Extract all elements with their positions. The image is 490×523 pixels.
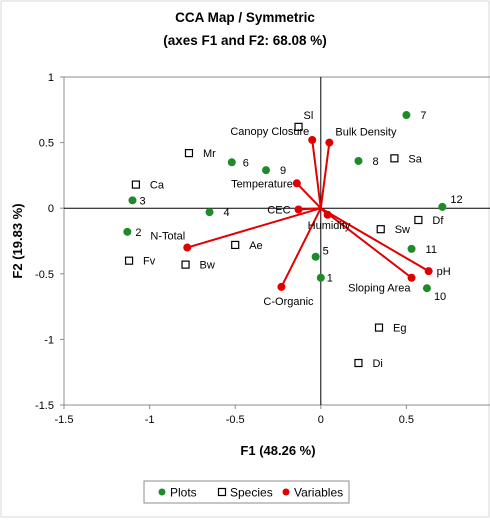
x-tick-label: -1 [145,414,155,426]
species-point-label: Df [432,215,444,227]
plots-point-label: 9 [280,165,286,177]
x-tick-label: -0.5 [226,414,245,426]
variables-point-label: Temperature [231,178,293,190]
species-point [124,256,134,265]
variables-point-label: C-Organic [263,296,314,308]
y-axis-title: F2 (19.83 %) [10,203,25,278]
species-point-label: Fv [143,256,156,268]
species-point [376,225,385,234]
legend: Plots Species Variables [143,480,350,504]
plots-point-label: 10 [434,291,446,303]
variables-point [292,179,301,188]
legend-marker-species [217,487,227,497]
legend-label-species: Species [230,486,273,500]
plots-point [205,208,214,217]
variables-point [407,273,416,282]
variable-vector-line [186,207,322,249]
plots-point-label: 3 [139,195,145,207]
species-point [131,180,141,189]
x-axis-title: F1 (48.26 %) [240,443,315,458]
x-tick-label: 0.5 [399,414,414,426]
y-tick-label: -1 [44,334,54,346]
species-point [374,323,384,332]
variables-point-label: Sloping Area [348,283,411,295]
plots-point [402,111,411,120]
y-tick-label: 0 [48,203,54,215]
plots-point [422,284,431,293]
y-tick-label: -0.5 [35,269,54,281]
variables-point [183,243,192,252]
variables-point-label: Canopy Closure [230,126,309,138]
legend-box [143,480,350,504]
plots-point [262,166,271,175]
species-point-label: Sw [395,224,410,236]
variables-point [424,267,433,276]
variables-point [294,205,303,214]
plots-point [123,227,132,236]
plots-point-label: 1 [327,273,333,285]
species-point-label: Sa [408,153,422,165]
y-tick-label: 1 [48,72,54,84]
variables-point-label: N-Total [150,231,185,243]
variables-point-label: Bulk Density [335,127,397,139]
plots-point [227,158,236,167]
plots-point-label: 12 [450,194,462,206]
variable-vector-line [319,142,331,209]
plots-point-label: 5 [323,246,329,258]
y-tick-label: 0.5 [39,138,54,150]
species-point [294,122,303,131]
variables-point-label: Humidity [308,220,351,232]
plots-point-label: 6 [243,157,249,169]
chart-title: CCA Map / Symmetric [175,10,315,25]
plots-point [311,252,320,261]
species-point-label: Mr [203,148,216,160]
species-point-label: Ca [150,180,165,192]
x-tick-label: -1.5 [55,414,74,426]
plots-point-label: 8 [372,156,378,168]
variable-vector-line [320,207,413,279]
legend-marker-plots [158,488,166,496]
variables-point [325,138,334,147]
variables-point-label: pH [437,266,451,278]
variables-point [323,210,332,219]
legend-marker-variables [282,488,290,496]
plots-point-label: 11 [426,244,437,256]
species-point [354,358,363,368]
species-point [184,148,194,158]
species-point-label: Eg [393,323,406,335]
species-point [181,260,190,269]
variable-vector-line [280,207,322,288]
plots-point-label: 7 [420,110,426,122]
species-point [231,240,240,250]
plots-point [354,156,363,165]
species-point-label: Sl [304,110,314,122]
plots-point-label: 4 [224,207,230,219]
y-tick-label: -1.5 [35,400,54,412]
species-point-label: Bw [200,260,215,272]
legend-label-variables: Variables [294,486,343,500]
plot-area: -1.5 -1 -0.5 0 0.5-1.5-1-0.500.5112345678910… [35,72,490,426]
variable-vector-line [296,182,322,209]
variable-vector-line [311,139,322,209]
plots-point-label: 2 [135,227,141,239]
variables-point-label: CEC [267,205,290,217]
species-point [414,215,423,225]
plots-point [128,196,137,205]
legend-label-plots: Plots [170,486,197,500]
variable-vector-line [320,207,430,273]
species-point-label: Di [372,358,382,370]
x-tick-label: 0 [318,414,324,426]
variables-point [308,135,317,144]
plots-point [407,244,416,253]
variables-point [277,282,286,291]
plots-point [316,273,325,282]
species-point [390,154,399,163]
plots-point [438,202,447,211]
chart-subtitle: (axes F1 and F2: 68.08 %) [163,33,327,48]
species-point-label: Ae [249,240,262,252]
